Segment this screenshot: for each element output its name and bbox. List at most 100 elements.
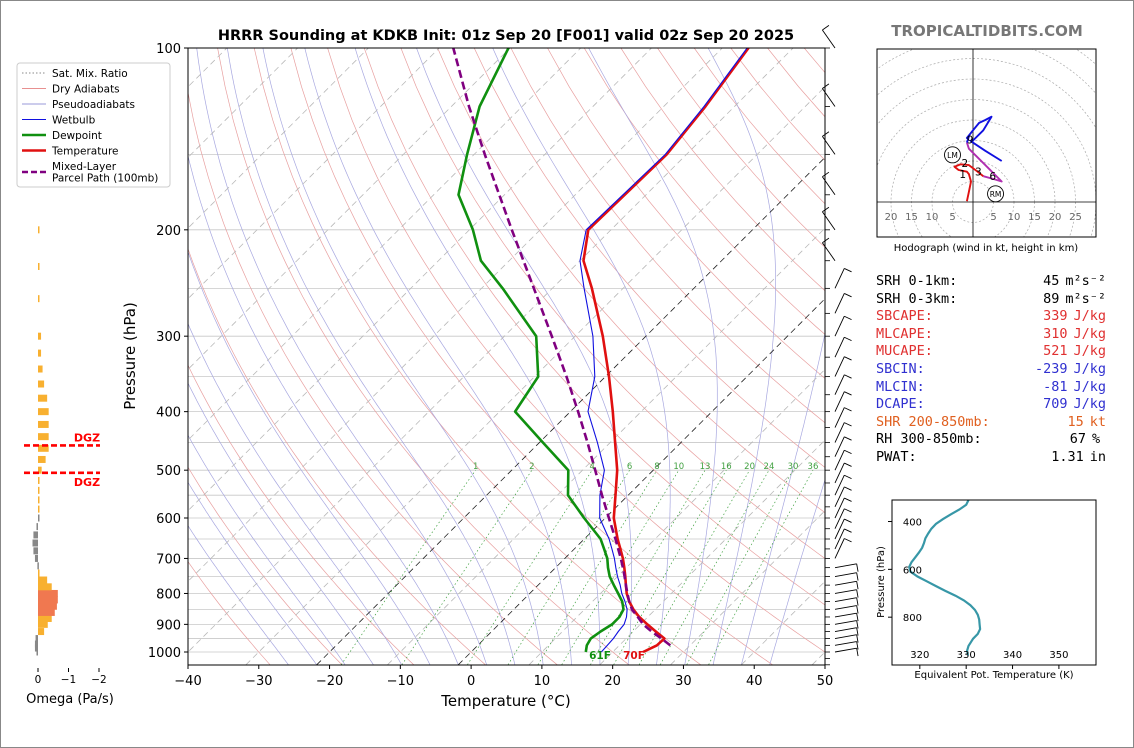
hodograph-height-label: 9 (967, 134, 974, 146)
wind-barb-flag (822, 83, 830, 89)
profile-temperature (582, 48, 750, 654)
mixing-ratio-label: 1 (473, 462, 478, 472)
mixing-ratio-line (686, 470, 794, 665)
dgz-label: DGZ (74, 476, 100, 489)
theta-e-x-tick-label: 340 (1003, 650, 1022, 661)
pseudoadiabat (196, 48, 487, 665)
wind-barb-flag (844, 356, 852, 361)
wind-barb-staff (834, 475, 845, 496)
dry-adiabat (473, 48, 825, 468)
isotherm-line (188, 48, 794, 653)
pseudoadiabat (262, 48, 544, 665)
index-unit: m²s⁻² (1065, 273, 1106, 289)
pseudoadiabat (416, 48, 633, 665)
storm-motion-label: LM (947, 151, 958, 160)
legend-label: Mixed-Layer (52, 161, 117, 173)
omega-bar (38, 505, 40, 513)
index-unit: J/kg (1073, 343, 1106, 360)
mixing-ratio-label: 20 (744, 462, 755, 472)
omega-tick-label: 0 (35, 674, 42, 686)
omega-bar (34, 644, 38, 652)
mixing-ratio-line (659, 470, 770, 665)
x-tick-label: 30 (675, 674, 692, 689)
mixing-ratio-label: 8 (654, 462, 659, 472)
omega-bar (38, 332, 42, 340)
hodograph-height-label: 2 (961, 158, 968, 170)
mixing-ratio-label: 13 (700, 462, 711, 472)
wind-barb-flag (844, 315, 852, 321)
isotherm-line (599, 439, 825, 665)
mixing-ratio-line (401, 470, 533, 665)
index-unit: J/kg (1073, 325, 1106, 342)
omega-bar (38, 444, 49, 452)
y-tick-label: 500 (156, 464, 181, 479)
skewt-xlabel: Temperature (°C) (440, 692, 570, 710)
x-tick-label: −10 (387, 674, 414, 689)
hodograph-rings: 20 15 10 5 5 10 15 20 25 (877, 49, 1096, 237)
pseudoadiabat (188, 434, 346, 665)
hodograph-caption: Hodograph (wind in kt, height in km) (894, 243, 1079, 254)
wind-barb-flag (844, 486, 852, 491)
omega-bar (34, 640, 38, 648)
omega-bar (38, 614, 52, 622)
x-tick-label: 40 (746, 674, 763, 689)
wind-barb-flag (822, 237, 830, 244)
omega-bar (38, 420, 49, 428)
wind-barb-flag (856, 597, 859, 606)
index-value: 15 (1067, 413, 1084, 430)
legend-label: Wetbulb (52, 115, 96, 127)
wind-barb-staff (834, 293, 845, 314)
wind-barb-flag (822, 206, 830, 213)
mixing-ratio-label: 6 (627, 462, 632, 472)
mixing-ratio-line (507, 470, 630, 665)
pseudoadiabat (707, 48, 776, 665)
omega-bar (38, 583, 52, 591)
index-row: MLCAPE: 310 J/kg (876, 326, 1106, 344)
omega-bar (38, 226, 40, 234)
index-value: -81 (1043, 378, 1068, 395)
wind-barb-staff (834, 572, 857, 577)
index-row: SBCAPE: 339 J/kg (876, 308, 1106, 326)
wind-barb-staff (834, 497, 845, 519)
y-tick-label: 900 (156, 618, 181, 633)
wind-barb-staff (834, 407, 845, 428)
wind-barb-flag (844, 474, 852, 480)
wind-barb-staff (834, 518, 845, 540)
watermark-text: TROPICALTIDBITS.COM (891, 22, 1083, 40)
index-row: SRH 0-1km: 45 m²s⁻² (876, 273, 1106, 291)
surface-dewpoint-label: 61F (589, 650, 611, 662)
mixing-ratio-line (708, 470, 814, 665)
index-label: SBCIN: (876, 360, 925, 377)
wind-barb-flag (844, 268, 852, 273)
omega-bar (33, 531, 38, 539)
wind-barb-staff (834, 538, 845, 559)
wind-barb-flag (844, 449, 852, 455)
hodograph-ring-label: 15 (1028, 212, 1041, 223)
omega-bar (38, 380, 45, 388)
isotherm-line (528, 368, 825, 665)
x-tick-label: −30 (245, 674, 272, 689)
y-tick-label: 400 (156, 406, 181, 421)
index-unit: in (1089, 448, 1106, 465)
theta-e-profile (908, 500, 982, 656)
wind-barb-staff (822, 242, 836, 261)
dry-adiabat (583, 48, 825, 335)
pseudoadiabat (188, 481, 317, 665)
pseudoadiabat (492, 48, 671, 665)
mixing-ratio-label: 30 (788, 462, 799, 472)
mixing-ratio-line (340, 469, 476, 665)
omega-bar (38, 596, 58, 604)
index-label: PWAT: (876, 448, 917, 465)
index-label: MUCAPE: (876, 343, 933, 360)
omega-bar (36, 523, 38, 531)
index-row: SHR 200-850mb: 15 kt (876, 414, 1106, 432)
omega-panel: 0 −1 −2 DGZ DGZ (24, 226, 107, 686)
omega-bar (38, 295, 40, 303)
wind-barb-staff (834, 508, 845, 529)
isotherm-line (316, 156, 825, 665)
profile-dewpoint (457, 48, 625, 653)
omega-tick-label: −1 (61, 674, 76, 686)
theta-e-xlabel: Equivalent Pot. Temperature (K) (914, 670, 1073, 681)
theta-e-x-tick-label: 330 (957, 650, 976, 661)
